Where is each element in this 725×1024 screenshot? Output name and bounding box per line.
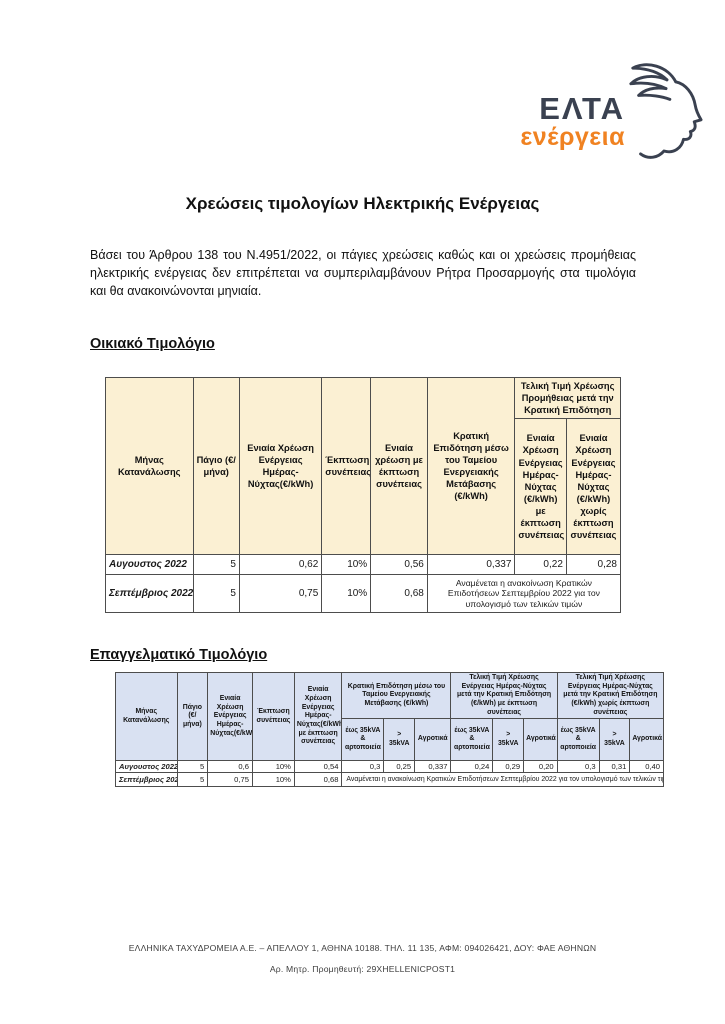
subcol-header: Αγροτικά xyxy=(414,718,452,762)
cell-month: Αυγουστος 2022 xyxy=(115,760,178,774)
cell-value: 0,24 xyxy=(450,760,494,774)
cell-month: Σεπτέμβριος 2022 xyxy=(115,772,178,788)
cell-value: 0,28 xyxy=(565,554,622,576)
col-header-standing-charge: Πάγιο (€/μήνα) xyxy=(192,376,240,556)
col-header-energy-charge: Ενιαία Χρέωση Ενέργειας Ημέρας-Νύχτας(€/… xyxy=(207,671,253,762)
col-header-consistency-discount: Έκπτωση συνέπειας xyxy=(321,376,372,556)
page-footer: ΕΛΛΗΝΙΚΑ ΤΑΧΥΔΡΟΜΕΙΑ Α.Ε. – ΑΠΕΛΛΟΥ 1, Α… xyxy=(0,943,725,974)
col-header-month: Μήνας Κατανάλωσης xyxy=(115,671,178,762)
cell-value: 10% xyxy=(251,772,295,788)
intro-paragraph: Βάσει του Άρθρου 138 του Ν.4951/2022, οι… xyxy=(90,248,636,299)
residential-tariff-table: Μήνας Κατανάλωσης Πάγιο (€/μήνα) Ενιαία … xyxy=(105,376,622,614)
page-title: Χρεώσεις τιμολογίων Ηλεκτρικής Ενέργειας xyxy=(185,194,540,213)
col-header-charge-with-discount: Ενιαία Χρέωση Ενέργειας Ημέρας-Νύχτας(€/… xyxy=(293,671,343,762)
cell-value: 0,62 xyxy=(238,554,323,576)
cell-value: 0,56 xyxy=(370,554,428,576)
col-header-final-without-discount: Ενιαία Χρέωση Ενέργειας Ημέρας-Νύχτας (€… xyxy=(565,418,622,556)
cell-value: 0,40 xyxy=(629,760,664,774)
cell-value: 10% xyxy=(321,554,372,576)
cell-value: 0,25 xyxy=(383,760,416,774)
logo-brand-energia: ενέργεια xyxy=(520,122,625,151)
table-row: Σεπτέμβριος 2022 5 0,75 10% 0,68 Αναμένε… xyxy=(105,574,622,614)
cell-value: 10% xyxy=(251,760,295,774)
cell-value: 0,31 xyxy=(598,760,631,774)
col-header-standing-charge: Πάγιο (€/μήνα) xyxy=(176,671,209,762)
subcol-header: > 35kVA xyxy=(383,718,416,762)
hermes-head-icon xyxy=(629,63,703,159)
cell-value: 5 xyxy=(192,574,240,614)
subcol-header: Αγροτικά xyxy=(629,718,664,762)
cell-month: Αυγουστος 2022 xyxy=(105,554,194,576)
subcol-header: Αγροτικά xyxy=(523,718,558,762)
footer-company-info: ΕΛΛΗΝΙΚΑ ΤΑΧΥΔΡΟΜΕΙΑ Α.Ε. – ΑΠΕΛΛΟΥ 1, Α… xyxy=(128,943,597,953)
cell-value: 0,20 xyxy=(523,760,558,774)
cell-month: Σεπτέμβριος 2022 xyxy=(105,574,194,614)
col-header-final-with-discount: Ενιαία Χρέωση Ενέργειας Ημέρας-Νύχτας (€… xyxy=(514,418,567,556)
cell-value: 0,75 xyxy=(207,772,253,788)
cell-value: 0,29 xyxy=(492,760,525,774)
cell-value: 0,54 xyxy=(293,760,343,774)
col-header-energy-charge: Ενιαία Χρέωση Ενέργειας Ημέρας-Νύχτας(€/… xyxy=(238,376,323,556)
table-row: Σεπτέμβριος 2022 5 0,75 10% 0,68 Αναμένε… xyxy=(115,772,664,788)
cell-value: 10% xyxy=(321,574,372,614)
group-header-final-price: Τελική Τιμή Χρέωσης Προμήθειας μετά την … xyxy=(514,376,621,420)
elta-energia-logo: ΕΛΤΑ ενέργεια xyxy=(520,58,703,166)
group-header-state-subsidy: Κρατική Επιδότηση μέσω του Ταμείου Ενεργ… xyxy=(341,671,452,720)
table-row: Αυγουστος 2022 5 0,6 10% 0,54 0,3 0,25 0… xyxy=(115,760,664,774)
table-row: Αυγουστος 2022 5 0,62 10% 0,56 0,337 0,2… xyxy=(105,554,622,576)
group-header-final-with-discount: Τελική Τιμή Χρέωσης Ενέργειας Ημέρας-Νύχ… xyxy=(450,671,558,720)
cell-value: 0,3 xyxy=(341,760,385,774)
cell-pending-note: Αναμένεται η ανακοίνωση Κρατικών Επιδοτή… xyxy=(426,574,622,614)
col-header-state-subsidy: Κρατική Επιδότηση μέσω του Ταμείου Ενεργ… xyxy=(426,376,516,556)
logo-wordmark: ΕΛΤΑ ενέργεια xyxy=(520,91,625,151)
cell-value: 5 xyxy=(176,772,209,788)
footer-supplier-registry: Αρ. Μητρ. Προμηθευτή: 29XHELLENICPOST1 xyxy=(269,964,456,974)
heading-residential-tariff: Οικιακό Τιμολόγιο xyxy=(90,336,215,352)
subcol-header: έως 35kVA & αρτοποιεία xyxy=(556,718,600,762)
business-tariff-table: Μήνας Κατανάλωσης Πάγιο (€/μήνα) Ενιαία … xyxy=(115,671,665,788)
cell-value: 5 xyxy=(192,554,240,576)
col-header-month: Μήνας Κατανάλωσης xyxy=(105,376,194,556)
cell-value: 0,6 xyxy=(207,760,253,774)
subcol-header: > 35kVA xyxy=(492,718,525,762)
subcol-header: έως 35kVA & αρτοποιεία xyxy=(341,718,385,762)
subcol-header: > 35kVA xyxy=(598,718,631,762)
cell-value: 0,68 xyxy=(370,574,428,614)
group-header-final-without-discount: Τελική Τιμή Χρέωσης Ενέργειας Ημέρας-Νύχ… xyxy=(556,671,665,720)
col-header-consistency-discount: Έκπτωση συνέπειας xyxy=(251,671,295,762)
heading-business-tariff: Επαγγελματικό Τιμολόγιο xyxy=(90,647,268,663)
logo-brand-elta: ΕΛΤΑ xyxy=(539,91,625,127)
cell-value: 0,22 xyxy=(514,554,567,576)
cell-value: 0,3 xyxy=(556,760,600,774)
cell-value: 0,337 xyxy=(414,760,452,774)
col-header-charge-with-discount: Ενιαία χρέωση με έκπτωση συνέπειας xyxy=(370,376,428,556)
cell-value: 0,68 xyxy=(293,772,343,788)
cell-value: 5 xyxy=(176,760,209,774)
subcol-header: έως 35kVA & αρτοποιεία xyxy=(450,718,494,762)
cell-pending-note: Αναμένεται η ανακοίνωση Κρατικών Επιδοτή… xyxy=(341,772,664,788)
cell-value: 0,75 xyxy=(238,574,323,614)
cell-value: 0,337 xyxy=(426,554,516,576)
